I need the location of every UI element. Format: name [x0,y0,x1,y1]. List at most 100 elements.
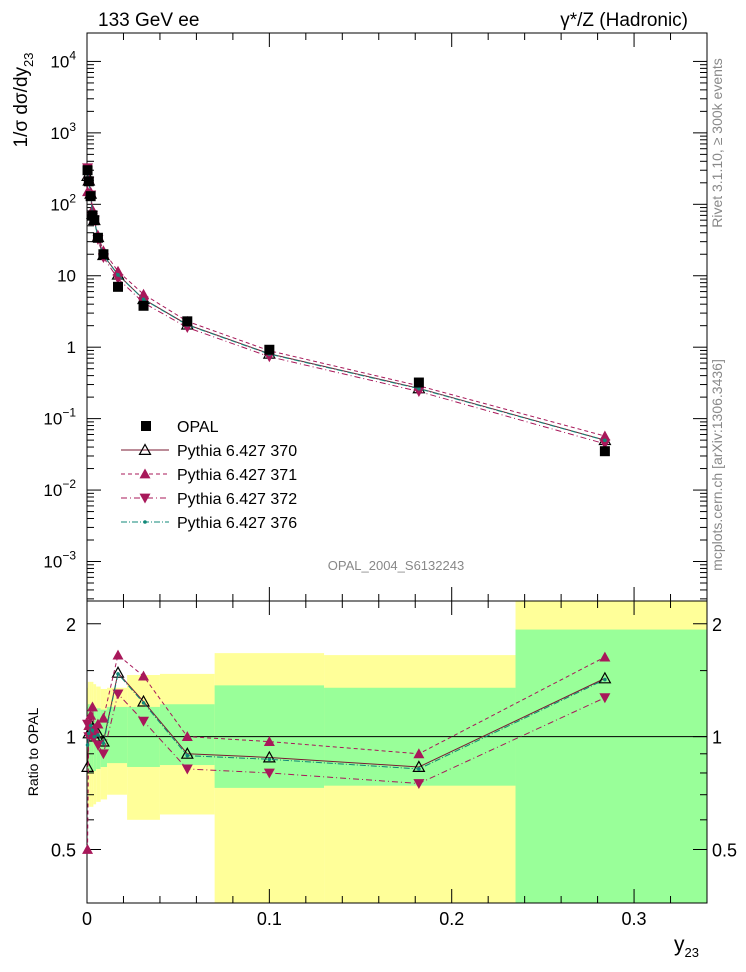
x-tick-label-1: 0.1 [257,909,282,929]
legend-label-2: Pythia 6.427 371 [177,467,297,484]
opal-data-point-9 [182,316,193,327]
ratio-point-2-5 [92,740,104,751]
legend-marker-4 [143,520,147,524]
ratio-point-0-8 [137,694,151,707]
ratio-point-3-0 [85,743,90,747]
opal-data-point-4 [89,215,100,226]
opal-data-point-8 [138,300,149,311]
main-point-1-7 [112,265,124,276]
main-y-axis-title-main: 1/σ dσ/dy [11,66,32,147]
rivet-label: Rivet 3.1.10, ≥ 300k events [709,58,725,228]
ratio-point-1-12 [599,651,611,662]
header-right: γ*/Z (Hadronic) [560,10,688,31]
x-tick-label-2: 0.2 [439,909,464,929]
opal-data-point-12 [599,446,610,457]
plot-frames [86,32,708,904]
legend-marker-3 [139,493,151,504]
x-axis-title-main: y [674,933,685,956]
x-tick-label-0: 0 [82,909,92,929]
ratio-tick-label-left-1: 1 [66,728,76,748]
ratio-frame [86,600,708,904]
ratio-point-3-7 [116,672,120,676]
main-y-tick-label-4: 10 [57,267,76,286]
ratio-point-2-2 [85,725,97,736]
main-y-tick-exp-2: −1 [62,406,76,420]
main-y-tick-base-0: 10 [43,553,62,572]
ratio-y-axis-ticks: 0.5 0.5 1 1 2 2 [51,615,737,861]
ratio-point-0-12 [598,671,612,684]
ratio-point-1-11 [413,748,425,759]
main-y-tick-label-6: 103 [50,120,76,143]
opal-data-point-7 [113,281,123,292]
ratio-point-3-6 [101,741,106,746]
ratio-point-2-11 [413,779,425,789]
main-y-axis-title: 1/σ dσ/dy23 [11,53,36,148]
main-y-tick-base-7: 10 [50,52,69,71]
main-y-tick-exp-5: 2 [69,191,76,205]
main-y-tick-label-1: 10−2 [43,477,76,500]
main-point-2-12 [599,439,611,450]
legend: OPAL Pythia 6.427 370 Pythia 6.427 371 Pyth… [121,419,297,532]
ratio-point-1-9 [181,731,193,742]
ratio-point-0-7 [111,666,125,678]
ratio-point-3-4 [92,734,97,739]
main-point-3-7 [116,273,120,277]
ratio-point-0-0 [81,760,95,772]
x-tick-label-3: 0.3 [622,909,647,929]
main-y-tick-base-5: 10 [50,195,69,214]
header-left: 133 GeV ee [98,10,199,31]
opal-data-point-6 [98,249,109,260]
legend-marker-0 [141,421,151,431]
x-axis-title-sub: 23 [685,945,699,960]
main-y-tick-label-7: 104 [50,48,76,71]
opal-data-point-10 [264,344,275,355]
ratio-band-green-7 [107,706,128,764]
main-line-Pythia-6-427-372 [87,167,606,445]
ratio-tick-label-right-0: 0.5 [712,841,737,861]
ratio-point-1-8 [138,670,150,681]
ratio-point-2-9 [181,764,193,775]
legend-label-4: Pythia 6.427 376 [177,515,297,532]
ratio-point-0-10 [262,750,276,763]
x-axis-title: y23 [674,933,699,960]
main-point-2-7 [112,274,124,285]
ratio-point-3-9 [185,753,190,758]
opal-data-point-1 [83,176,94,187]
ratio-point-2-12 [599,693,611,704]
main-y-axis-title-sub: 23 [21,53,36,67]
main-y-tick-base-2: 10 [43,410,62,429]
analysis-watermark: OPAL_2004_S6132243 [328,558,464,573]
ratio-point-3-2 [88,723,93,728]
ratio-point-3-11 [417,767,421,771]
ratio-band-green-12 [515,629,707,903]
ratio-point-2-7 [112,689,124,700]
opal-data-point-11 [413,377,424,388]
ratio-point-2-6 [97,749,109,760]
main-y-tick-exp-6: 3 [69,120,76,134]
ratio-point-3-10 [267,757,272,762]
legend-marker-2 [139,468,151,479]
main-line-Pythia-6-427-376 [87,171,606,441]
x-axis-ticks: 0 0.1 0.2 0.3 [82,33,672,929]
main-point-3-12 [603,438,607,443]
main-y-tick-base-4: 10 [57,267,76,286]
ratio-point-0-11 [412,760,426,772]
ratio-tick-label-left-2: 2 [66,615,76,635]
main-y-tick-label-3: 1 [67,338,76,357]
ratio-point-2-8 [138,716,150,727]
ratio-point-1-0 [82,844,94,854]
legend-marker-1 [138,443,152,455]
legend-label-1: Pythia 6.427 370 [177,443,297,460]
ratio-tick-label-left-0: 0.5 [51,841,76,861]
opal-data-point-0 [82,165,93,176]
main-y-tick-exp-1: −2 [62,477,76,491]
ratio-point-3-1 [87,731,91,736]
ratio-point-2-0 [82,719,94,730]
main-y-tick-base-3: 1 [67,338,76,357]
legend-label-0: OPAL [177,419,219,436]
ratio-point-0-9 [180,747,194,759]
ratio-point-3-12 [603,677,607,682]
ratio-tick-label-right-2: 2 [712,615,722,635]
main-point-2-11 [413,387,425,397]
